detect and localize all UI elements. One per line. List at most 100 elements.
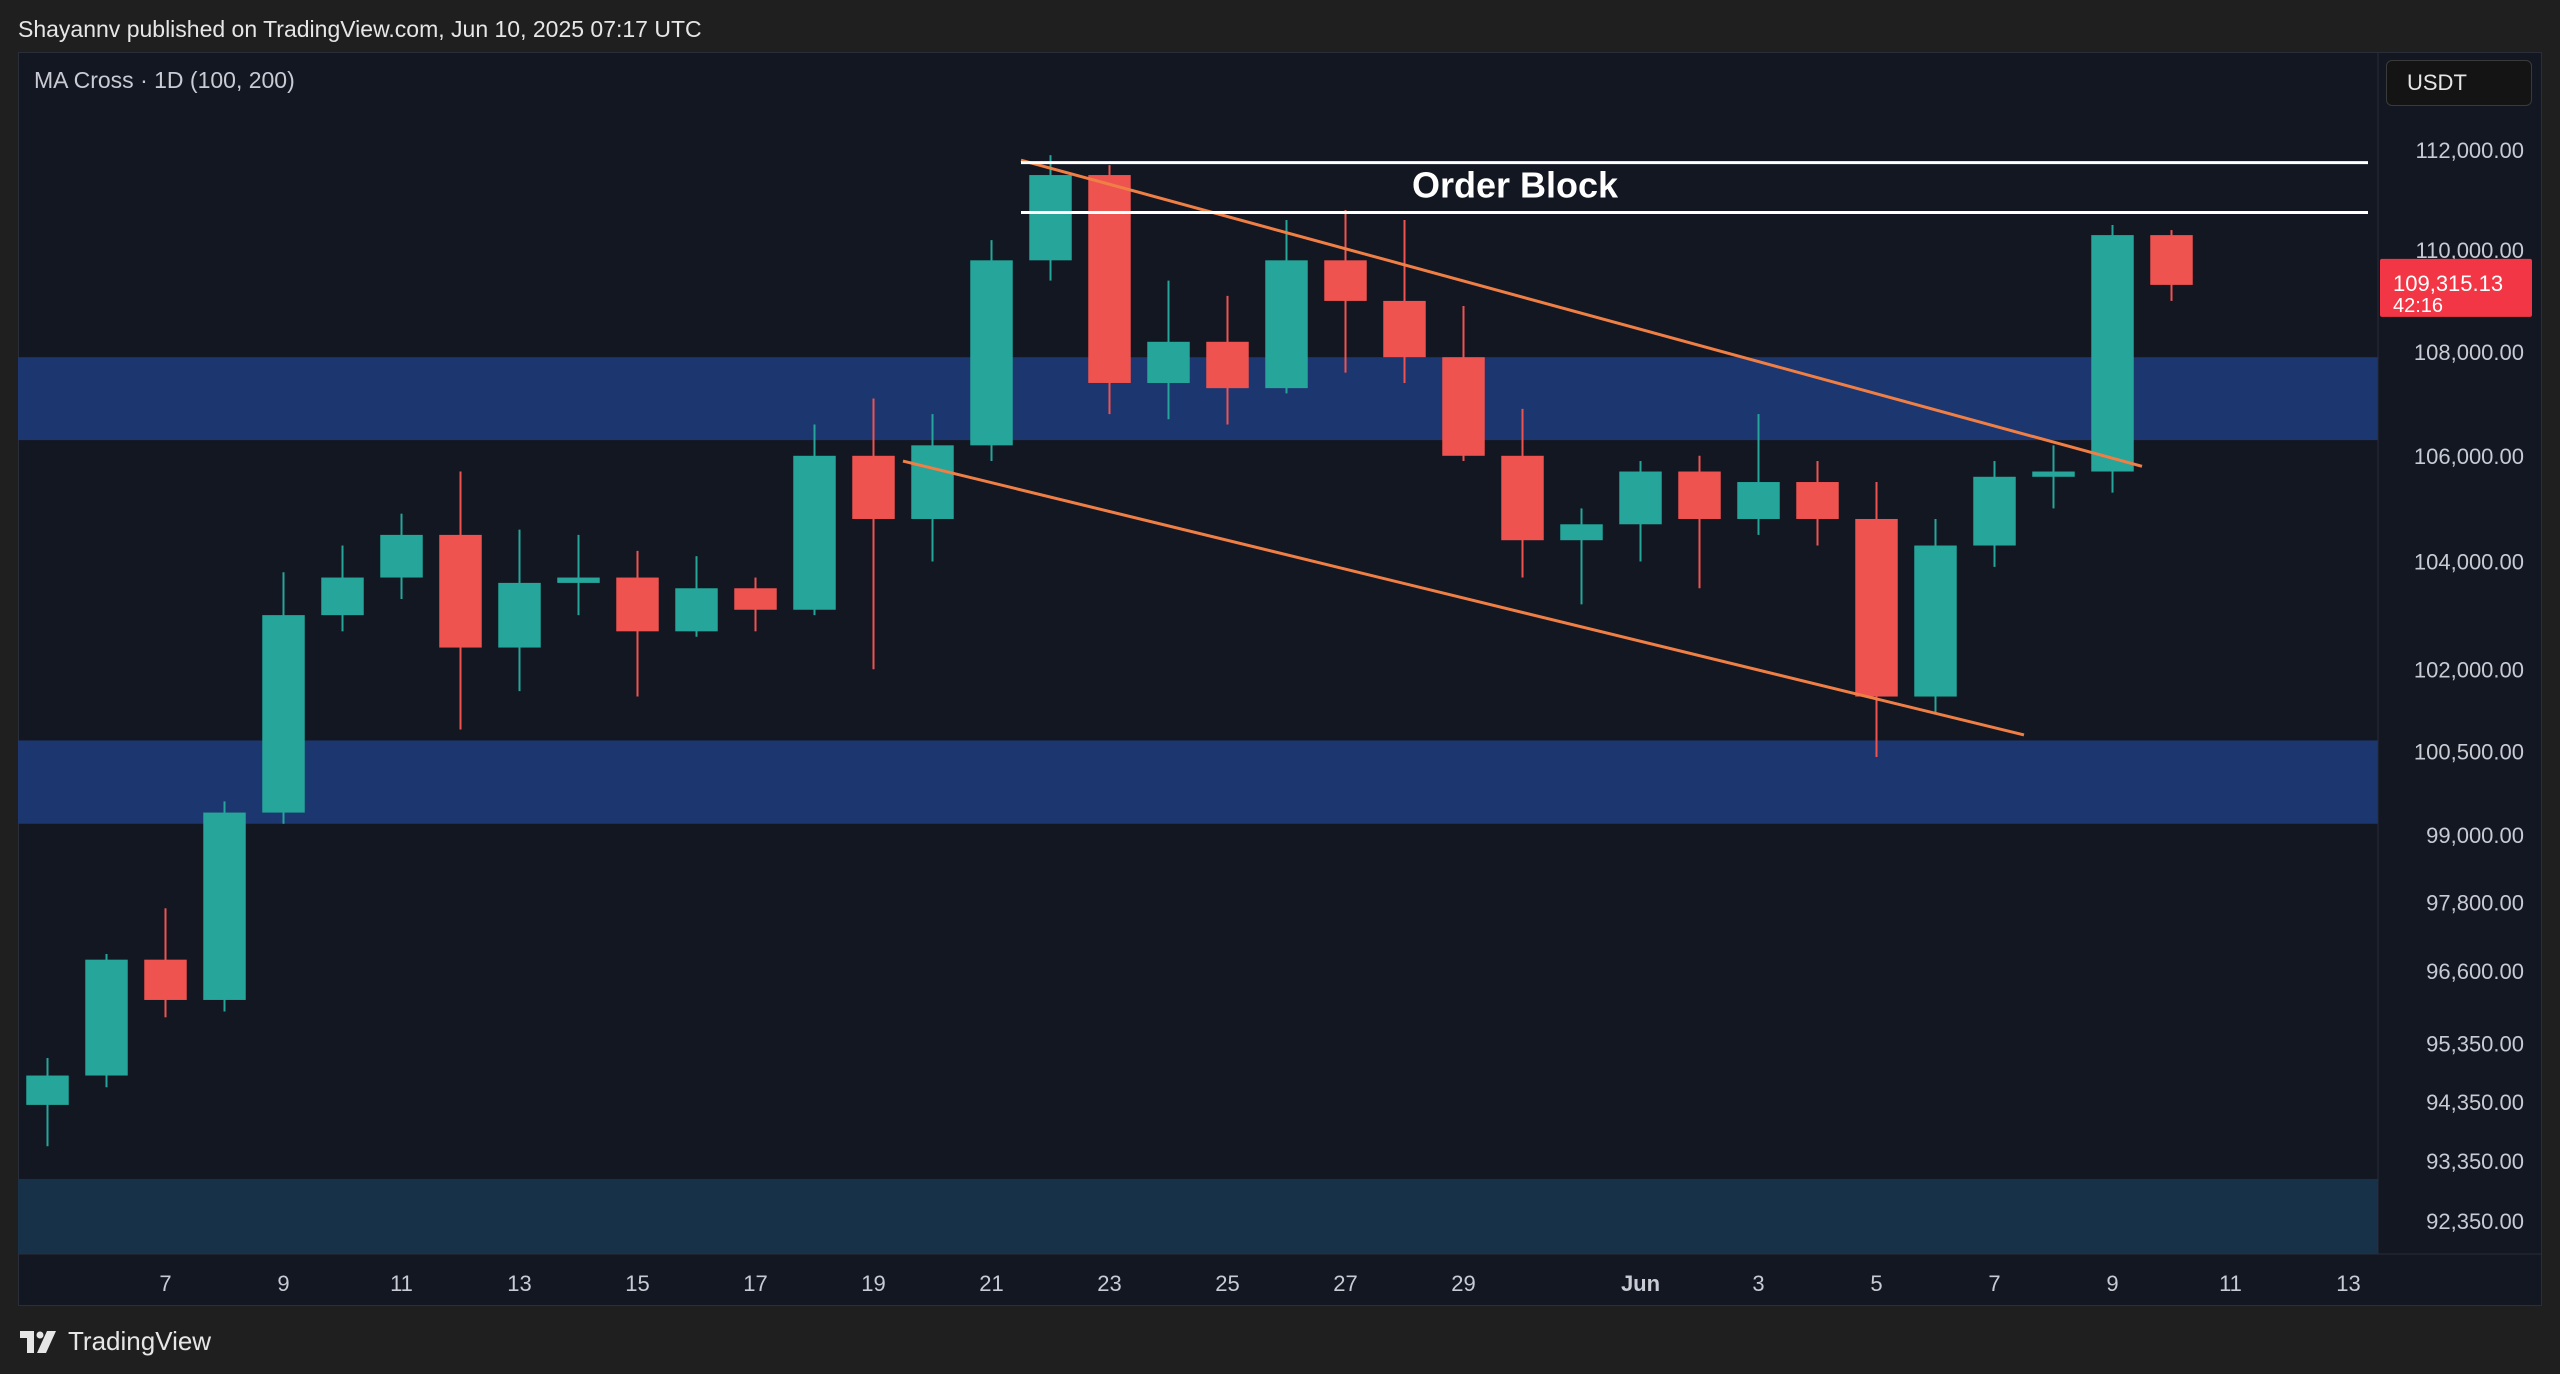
- candle: [26, 1058, 69, 1147]
- price-tick-label: 93,350.00: [2426, 1149, 2524, 1174]
- candle-body: [734, 588, 777, 610]
- candle-body: [144, 959, 187, 1000]
- candle: [1206, 295, 1249, 425]
- candle-body: [1324, 260, 1367, 301]
- indicator-label[interactable]: MA Cross · 1D (100, 200): [34, 67, 295, 93]
- date-tick-label: 11: [390, 1271, 413, 1296]
- footer: [0, 1306, 2560, 1374]
- date-tick-label: 23: [1097, 1271, 1121, 1296]
- tradingview-brand[interactable]: TradingView: [20, 1326, 211, 1357]
- candle-body: [262, 615, 305, 813]
- candle: [557, 534, 600, 616]
- candle: [2091, 225, 2134, 493]
- candle: [2150, 230, 2193, 301]
- date-tick-label: 9: [2106, 1271, 2118, 1296]
- candle: [1619, 461, 1662, 562]
- candle: [970, 240, 1013, 462]
- candle: [675, 556, 718, 637]
- candle-body: [1442, 357, 1485, 456]
- price-tick-label: 100,500.00: [2414, 739, 2524, 764]
- candle: [1265, 220, 1308, 394]
- date-tick-label: 13: [507, 1271, 531, 1296]
- currency-selector[interactable]: USDT: [2386, 60, 2532, 106]
- lines-layer: Order Block: [902, 158, 2368, 737]
- candle: [1678, 455, 1721, 589]
- candle: [734, 577, 777, 632]
- candle-body: [1737, 482, 1780, 519]
- candle: [2032, 445, 2075, 509]
- date-tick-label: 17: [743, 1271, 767, 1296]
- grid-layer: [18, 52, 2542, 1255]
- candle-body: [498, 582, 541, 648]
- candle-body: [1147, 341, 1190, 383]
- candle-body: [1383, 300, 1426, 358]
- date-tick-label: 7: [1988, 1271, 2000, 1296]
- candle-body: [1914, 545, 1957, 697]
- date-tick-label: 29: [1451, 1271, 1475, 1296]
- price-tick-label: 96,600.00: [2426, 959, 2524, 984]
- candle-body: [2091, 235, 2134, 472]
- candle-body: [1973, 476, 2016, 546]
- date-tick-label: 15: [625, 1271, 649, 1296]
- candle: [1442, 306, 1485, 462]
- candle: [1914, 518, 1957, 713]
- order-block-annotation: Order Block: [1412, 165, 1619, 206]
- zone-lower-demand: [18, 1178, 2378, 1254]
- last-price-value: 109,315.13: [2393, 271, 2503, 296]
- candles-layer: [26, 155, 2193, 1147]
- publisher-line: Shayannv published on TradingView.com, J…: [18, 16, 702, 42]
- candle-body: [26, 1075, 69, 1105]
- time-axis[interactable]: 7 9 11 13 15 17 19 21 23 25 27 29 Jun 3 5 7 9 11 13: [159, 1271, 2360, 1296]
- candle-body: [380, 534, 423, 578]
- price-tick-label: 112,000.00: [2416, 138, 2524, 163]
- candle-body: [1678, 471, 1721, 519]
- price-tick-label: 94,350.00: [2426, 1090, 2524, 1115]
- candle: [203, 801, 246, 1012]
- price-axis[interactable]: 112,000.00110,000.00108,000.00106,000.00…: [2414, 138, 2524, 1234]
- candle: [793, 424, 836, 616]
- candle-body: [852, 455, 895, 519]
- candle-body: [557, 577, 600, 583]
- candle-body: [616, 577, 659, 632]
- price-tick-label: 102,000.00: [2414, 657, 2524, 682]
- candle-countdown: 42:16: [2393, 295, 2443, 317]
- date-tick-label: 21: [979, 1271, 1003, 1296]
- candle: [1501, 408, 1544, 578]
- candle: [1324, 210, 1367, 373]
- zone-demand: [18, 740, 2378, 824]
- candle: [1383, 220, 1426, 383]
- candle: [380, 513, 423, 599]
- price-tick-label: 108,000.00: [2414, 340, 2524, 365]
- price-tick-label: 104,000.00: [2414, 550, 2524, 575]
- candle: [144, 908, 187, 1018]
- candle-body: [85, 959, 128, 1076]
- date-tick-label: 9: [277, 1271, 289, 1296]
- candle: [439, 471, 482, 730]
- candle-body: [1029, 175, 1072, 261]
- candle: [1796, 461, 1839, 546]
- price-tick-label: 95,350.00: [2426, 1031, 2524, 1056]
- candle: [1973, 461, 2016, 567]
- candle-body: [2150, 235, 2193, 285]
- candle-body: [1619, 471, 1662, 525]
- price-tick-label: 92,350.00: [2426, 1209, 2524, 1234]
- candle: [321, 545, 364, 632]
- candle: [1088, 165, 1131, 415]
- date-tick-label: 19: [861, 1271, 885, 1296]
- candle-body: [321, 577, 364, 616]
- date-tick-label: 7: [159, 1271, 171, 1296]
- candle-body: [1560, 524, 1603, 541]
- candle: [616, 550, 659, 697]
- last-price-tag: [2380, 258, 2532, 317]
- date-tick-label: 25: [1215, 1271, 1239, 1296]
- brand-name: TradingView: [68, 1326, 212, 1356]
- candle: [852, 398, 895, 670]
- candle-body: [911, 445, 954, 519]
- trendline: [902, 459, 2025, 737]
- candle-body: [1796, 482, 1839, 519]
- price-tick-label: 97,800.00: [2426, 891, 2524, 916]
- candle: [262, 572, 305, 824]
- date-tick-label: 13: [2336, 1271, 2360, 1296]
